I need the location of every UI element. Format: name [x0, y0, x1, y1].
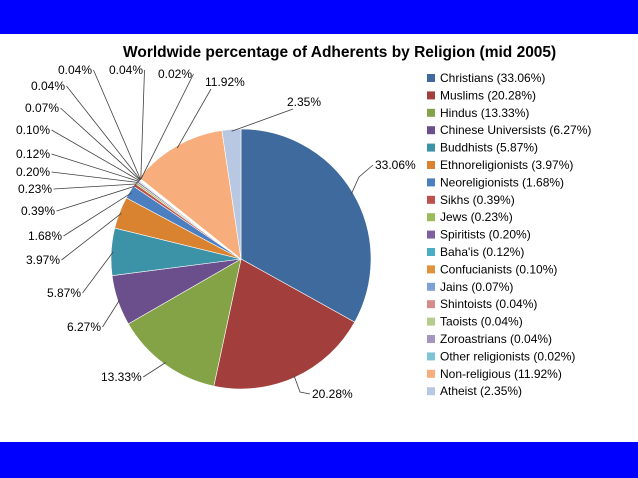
data-label-zoroastrians: 0.04%: [109, 63, 143, 77]
leader-line-muslims: [293, 375, 311, 395]
chart-title: Worldwide percentage of Adherents by Rel…: [123, 44, 556, 61]
leader-line-spiritists: [51, 171, 139, 183]
legend-swatch-sikhs: [427, 195, 435, 204]
legend-entry-zoroastrians: Zoroastrians (0.04%): [440, 332, 552, 346]
leader-line-baha-is: [51, 153, 140, 182]
legend-entry-shintoists: Shintoists (0.04%): [440, 297, 537, 311]
legend-entry-christians: Christians (33.06%): [440, 71, 545, 85]
legend-swatch-atheist: [427, 387, 435, 396]
legend-entry-confucianists: Confucianists (0.10%): [440, 262, 557, 276]
data-label-jews: 0.23%: [18, 182, 52, 196]
pie-slice-hindus: [127, 258, 242, 387]
legend-entry-neoreligionists: Neoreligionists (1.68%): [440, 175, 564, 189]
leader-line-hindus: [142, 362, 166, 378]
legend-swatch-other-religionists: [427, 352, 435, 361]
leader-line-neoreligionists: [63, 192, 132, 237]
legend-entry-baha-is: Baha'is (0.12%): [440, 245, 524, 259]
leader-line-ethnoreligionists: [61, 212, 122, 261]
data-label-buddhists: 5.87%: [47, 286, 81, 300]
leader-line-jains: [60, 107, 141, 181]
legend-swatch-jains: [427, 282, 435, 291]
pie-slice-non-religious: [139, 130, 242, 260]
legend-entry-atheist: Atheist (2.35%): [440, 384, 522, 398]
leader-line-chinese-universists: [102, 299, 121, 328]
legend-swatch-chinese-universists: [427, 126, 435, 135]
legend-swatch-baha-is: [427, 248, 435, 256]
data-label-confucianists: 0.10%: [16, 123, 50, 137]
data-label-hindus: 13.33%: [101, 370, 142, 384]
pie-slices: [110, 128, 372, 390]
pie-slice-christians: [240, 128, 372, 323]
data-label-muslims: 20.28%: [312, 387, 353, 401]
data-label-chinese-universists: 6.27%: [67, 320, 101, 334]
data-label-spiritists: 0.20%: [16, 165, 50, 179]
legend-entry-jains: Jains (0.07%): [440, 280, 513, 294]
legend-entry-buddhists: Buddhists (5.87%): [440, 141, 538, 155]
legend-entry-non-religious: Non-religious (11.92%): [440, 367, 562, 381]
data-label-non-religious: 11.92%: [205, 75, 245, 89]
legend-entry-jews: Jews (0.23%): [440, 210, 513, 224]
pie-chart: Worldwide percentage of Adherents by Rel…: [16, 44, 591, 401]
legend-entry-muslims: Muslims (20.28%): [440, 88, 536, 102]
legend-swatch-zoroastrians: [427, 335, 435, 343]
leader-line-confucianists: [51, 129, 140, 182]
legend-swatch-muslims: [427, 91, 435, 100]
leader-lines: [51, 69, 374, 395]
data-label-jains: 0.07%: [25, 101, 59, 115]
legend-entry-spiritists: Spiritists (0.20%): [440, 228, 531, 242]
legend-entry-ethnoreligionists: Ethnoreligionists (3.97%): [440, 158, 573, 172]
legend-swatch-jews: [427, 213, 435, 222]
legend-swatch-neoreligionists: [427, 178, 435, 187]
legend-swatch-ethnoreligionists: [427, 161, 435, 169]
data-label-ethnoreligionists: 3.97%: [26, 253, 60, 267]
legend-swatch-non-religious: [427, 369, 435, 378]
data-label-baha-is: 0.12%: [16, 147, 50, 161]
legend-swatch-buddhists: [427, 143, 435, 152]
legend-swatch-spiritists: [427, 230, 435, 239]
legend-swatch-christians: [427, 74, 435, 82]
legend-swatch-shintoists: [427, 300, 435, 309]
legend-swatch-taoists: [427, 317, 435, 326]
legend-swatch-confucianists: [427, 265, 435, 274]
data-labels: 33.06% 20.28% 13.33% 6.27% 5.87% 3.97% 1.68% 0.…: [16, 63, 416, 401]
legend-entry-taoists: Taoists (0.04%): [440, 315, 523, 329]
legend-entry-hindus: Hindus (13.33%): [440, 106, 529, 120]
legend-entry-chinese-universists: Chinese Universists (6.27%): [440, 123, 591, 137]
data-label-other-religionists: 0.02%: [158, 67, 192, 81]
leader-line-atheist: [231, 108, 294, 132]
legend-entry-other-religionists: Other religionists (0.02%): [440, 349, 575, 363]
leader-line-shintoists: [66, 85, 141, 181]
legend: Christians (33.06%) Muslims (20.28%) Hindu…: [427, 71, 591, 398]
legend-swatch-hindus: [427, 108, 435, 117]
data-label-christians: 33.06%: [375, 158, 416, 172]
data-label-taoists: 0.04%: [58, 63, 92, 77]
leader-line-zoroastrians: [140, 69, 145, 180]
leader-line-buddhists: [82, 251, 114, 294]
chart-frame: Worldwide percentage of Adherents by Rel…: [0, 34, 638, 442]
legend-entry-sikhs: Sikhs (0.39%): [440, 193, 515, 207]
leader-line-jews: [53, 183, 138, 190]
data-label-sikhs: 0.39%: [21, 204, 55, 218]
data-label-neoreligionists: 1.68%: [28, 229, 62, 243]
leader-line-non-religious: [176, 88, 212, 149]
leader-line-christians: [350, 164, 374, 195]
leader-line-other-religionists: [140, 73, 194, 180]
leader-line-sikhs: [56, 185, 137, 212]
data-label-atheist: 2.35%: [287, 95, 321, 109]
leader-line-taoists: [93, 69, 141, 180]
data-label-shintoists: 0.04%: [31, 79, 65, 93]
pie-slice-atheist: [221, 128, 242, 260]
